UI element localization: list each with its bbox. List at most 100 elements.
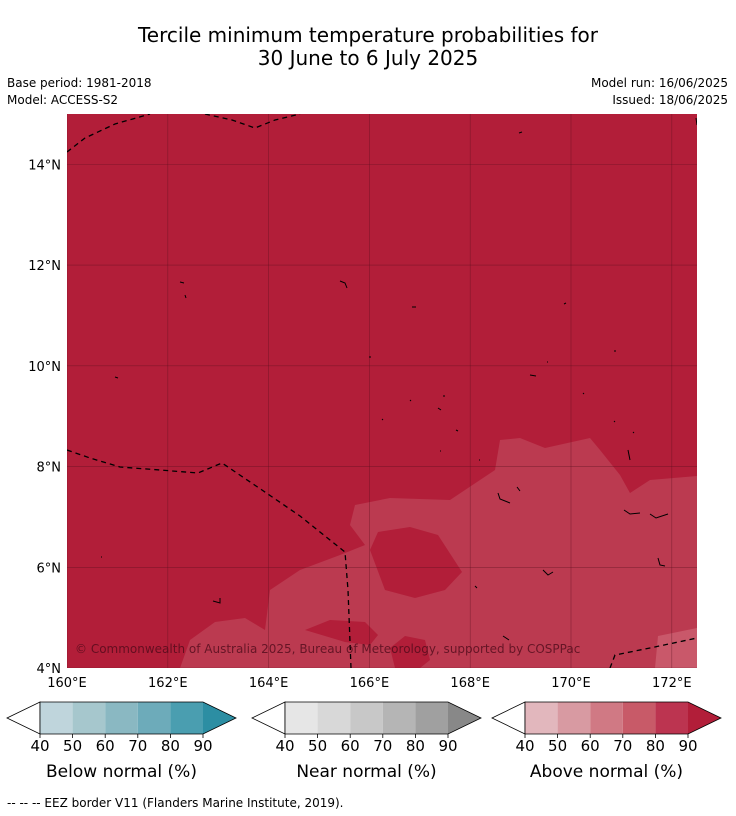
colorbar-swatch [382, 702, 416, 734]
colorbar-high-extend [203, 702, 236, 734]
copyright-notice: © Commonwealth of Australia 2025, Bureau… [75, 642, 580, 656]
colorbar-tick-label: 40 [30, 737, 49, 755]
eez-border-north [67, 114, 301, 153]
colorbar-tick-label: 80 [161, 737, 180, 755]
colorbar-tick-label: 80 [406, 737, 425, 755]
islands [101, 117, 697, 641]
map-area: © Commonwealth of Australia 2025, Bureau… [67, 114, 697, 668]
colorbar-low-extend [6, 701, 41, 735]
latitude-axis: 14°N 12°N 10°N 8°N 6°N 4°N [28, 158, 61, 677]
colorbar-tick-label: 90 [678, 737, 697, 755]
longitude-tick-label: 172°E [652, 676, 692, 691]
colorbar-label-near: Near normal (%) [296, 762, 437, 782]
colorbar-tick-label: 90 [438, 737, 457, 755]
colorbar-outline [284, 701, 482, 735]
colorbar-swatch [40, 702, 73, 734]
island-icon [695, 117, 697, 126]
colorbar-tick-label: 70 [128, 737, 147, 755]
above-normal-70-80-region [180, 438, 697, 668]
colorbar-tick-label: 60 [96, 737, 115, 755]
eez-borders [67, 114, 697, 668]
longitude-tick-label: 164°E [249, 676, 289, 691]
colorbar-outline [39, 701, 237, 735]
eez-border-east [609, 637, 697, 668]
eez-footnote: -- -- -- EEZ border V11 (Flanders Marine… [7, 796, 344, 810]
map-title-line-2: 30 June to 6 July 2025 [257, 46, 479, 70]
island-icon [657, 557, 666, 567]
colorbar-high-extend [688, 702, 721, 734]
colorbar-high-extend [448, 702, 481, 734]
colorbar-tick-label: 50 [63, 737, 82, 755]
island-icon [497, 486, 521, 504]
island-icon [582, 392, 585, 395]
colorbar-low-extend [251, 701, 286, 735]
longitude-tick-label: 166°E [350, 676, 390, 691]
latitude-tick-label: 12°N [28, 259, 61, 274]
colorbar-tick-label: 90 [193, 737, 212, 755]
colorbar-swatch [590, 702, 623, 734]
colorbar-tick-label: 50 [308, 737, 327, 755]
colorbar-low-extend [491, 701, 526, 735]
island-icon [474, 585, 478, 589]
model-run: Model run: 16/06/2025 [590, 76, 728, 90]
island-icon [623, 509, 669, 519]
colorbar-tick-label: 40 [515, 737, 534, 755]
island-icon [114, 376, 119, 379]
colorbar-swatch [557, 702, 591, 734]
colorbar-tick-label: 40 [275, 737, 294, 755]
colorbar-outline [524, 701, 722, 735]
colorbar-swatch [350, 702, 383, 734]
longitude-tick-label: 162°E [148, 676, 188, 691]
colorbar-0: 40 50 60 70 80 90 [6, 701, 237, 755]
latitude-tick-label: 4°N [37, 662, 62, 677]
colorbar-tick-label: 70 [613, 737, 632, 755]
latitude-tick-label: 6°N [37, 561, 62, 576]
issued-date: Issued: 18/06/2025 [612, 93, 728, 107]
colorbar-swatch [525, 702, 558, 734]
island-icon [381, 418, 459, 452]
colorbar-tick-label: 50 [548, 737, 567, 755]
colorbar-label-below: Below normal (%) [46, 762, 197, 782]
above-normal-80-90-patch [305, 620, 378, 645]
island-icon [339, 280, 348, 289]
colorbars: 40 50 60 70 80 90 40 50 60 70 80 90 40 50 60 70 80 90 [6, 701, 722, 755]
colorbar-swatch [622, 702, 656, 734]
map-title-line-1: Tercile minimum temperature probabilitie… [137, 23, 599, 47]
model-name: Model: ACCESS-S2 [7, 93, 119, 107]
island-icon [409, 395, 445, 411]
island-icon [179, 281, 187, 299]
colorbar-swatch [105, 702, 138, 734]
colorbar-1: 40 50 60 70 80 90 [251, 701, 482, 755]
colorbar-swatch [415, 702, 448, 734]
above-normal-60-70-region [655, 628, 697, 668]
island-icon [563, 302, 567, 305]
eez-border-west [67, 449, 352, 668]
latitude-tick-label: 8°N [37, 461, 62, 476]
colorbar-swatch [655, 702, 688, 734]
longitude-tick-label: 168°E [450, 676, 490, 691]
colorbar-swatch [317, 702, 351, 734]
above-normal-80-90-patch [390, 636, 430, 668]
colorbar-swatch [170, 702, 203, 734]
colorbar-swatch [72, 702, 106, 734]
latitude-tick-label: 14°N [28, 158, 61, 173]
island-icon [529, 361, 548, 377]
colorbar-label-above: Above normal (%) [529, 762, 684, 782]
gridlines [67, 114, 697, 668]
colorbar-tick-label: 80 [646, 737, 665, 755]
colorbar-tick-label: 60 [341, 737, 360, 755]
island-icon [613, 420, 635, 461]
colorbar-2: 40 50 60 70 80 90 [491, 701, 722, 755]
island-icon [542, 569, 554, 576]
colorbar-swatch [285, 702, 318, 734]
colorbar-tick-label: 70 [373, 737, 392, 755]
longitude-tick-label: 160°E [47, 676, 87, 691]
longitude-tick-label: 170°E [551, 676, 591, 691]
island-icon [518, 131, 523, 134]
island-icon [212, 598, 221, 604]
longitude-axis: 160°E 162°E 164°E 166°E 168°E 170°E 172°E [47, 676, 691, 691]
base-period: Base period: 1981-2018 [7, 76, 152, 90]
colorbar-swatch [137, 702, 171, 734]
island-icon [502, 635, 510, 641]
colorbar-tick-label: 60 [581, 737, 600, 755]
